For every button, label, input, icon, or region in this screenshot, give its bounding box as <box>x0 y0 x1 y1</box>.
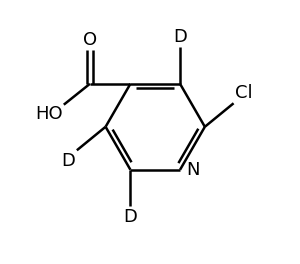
Text: N: N <box>186 161 199 179</box>
Text: HO: HO <box>35 105 62 123</box>
Text: D: D <box>124 208 137 226</box>
Text: D: D <box>62 152 76 169</box>
Text: Cl: Cl <box>235 84 253 102</box>
Text: O: O <box>83 31 97 49</box>
Text: D: D <box>173 28 187 46</box>
